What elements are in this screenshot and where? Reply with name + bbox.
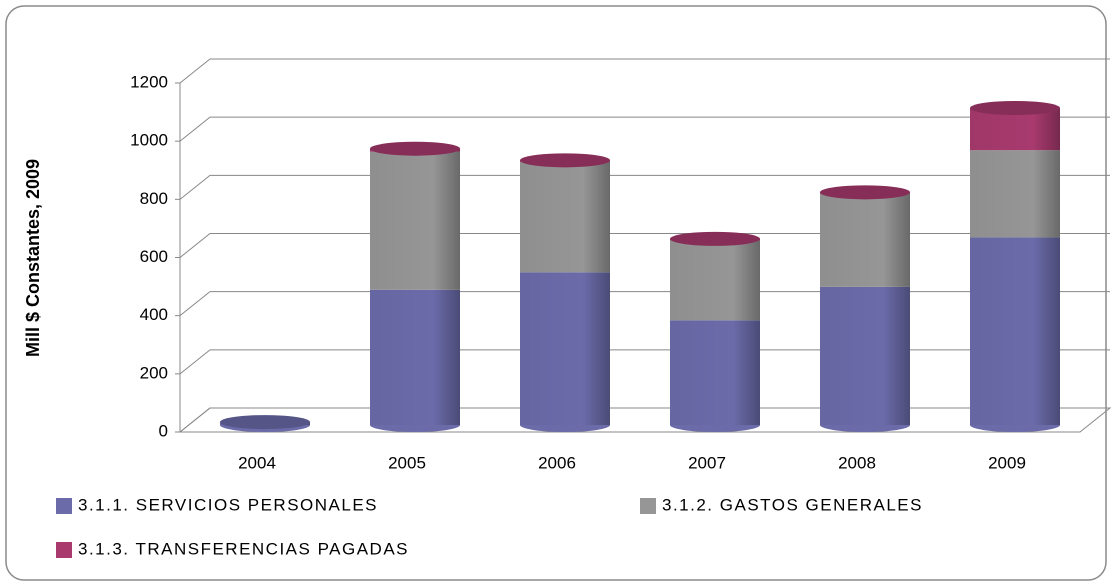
bar-top-shade (520, 153, 610, 168)
x-tick-label: 2009 (988, 453, 1026, 472)
bar-top (520, 153, 610, 168)
y-tick-label: 800 (140, 189, 168, 208)
bar-shade (820, 286, 910, 425)
y-tick-label: 0 (159, 421, 168, 440)
bar-shade (670, 240, 760, 321)
bar-shade (970, 150, 1060, 238)
bar-shade (670, 320, 760, 425)
bar-shade (820, 193, 910, 287)
x-tick-label: 2008 (838, 453, 876, 472)
legend-swatch (56, 542, 72, 558)
y-tick-label: 1000 (130, 131, 168, 150)
bar-top (820, 185, 910, 200)
bar-top-shade (370, 141, 460, 156)
x-tick-label: 2007 (688, 453, 726, 472)
grid-line (179, 174, 1110, 200)
grid-line (179, 58, 1110, 84)
bar-top-shade (670, 231, 760, 246)
legend-label: 3.1.3. TRANSFERENCIAS PAGADAS (78, 539, 409, 558)
x-tick-label: 2006 (538, 453, 576, 472)
y-tick-label: 400 (140, 305, 168, 324)
grid-line (179, 349, 1110, 375)
y-tick-label: 200 (140, 363, 168, 382)
grid-line (179, 291, 1110, 317)
bar-shade (970, 107, 1060, 151)
bar-top (370, 141, 460, 156)
legend-swatch (640, 498, 656, 514)
bar-top (670, 231, 760, 246)
bar-shade (370, 289, 460, 425)
y-axis-label: Mill $ Constantes, 2009 (23, 159, 43, 357)
bar-top (970, 100, 1060, 115)
legend-label: 3.1.1. SERVICIOS PERSONALES (78, 495, 378, 514)
y-tick-label: 1200 (130, 72, 168, 91)
y-tick-label: 600 (140, 247, 168, 266)
bar-top (220, 415, 310, 430)
legend-swatch (56, 498, 72, 514)
bar-shade (370, 151, 460, 290)
x-tick-label: 2005 (388, 453, 426, 472)
x-tick-label: 2004 (238, 453, 276, 472)
legend-label: 3.1.2. GASTOS GENERALES (662, 495, 923, 514)
grid-line (179, 233, 1110, 258)
grid-line (179, 116, 1110, 142)
bar-shade (520, 161, 610, 273)
bar-shade (970, 237, 1060, 425)
grid-line (179, 407, 1110, 433)
bar-top-shade (970, 100, 1060, 115)
bar-shade (520, 272, 610, 425)
bar-top-shade (820, 185, 910, 200)
bar-top-shade (220, 415, 310, 430)
